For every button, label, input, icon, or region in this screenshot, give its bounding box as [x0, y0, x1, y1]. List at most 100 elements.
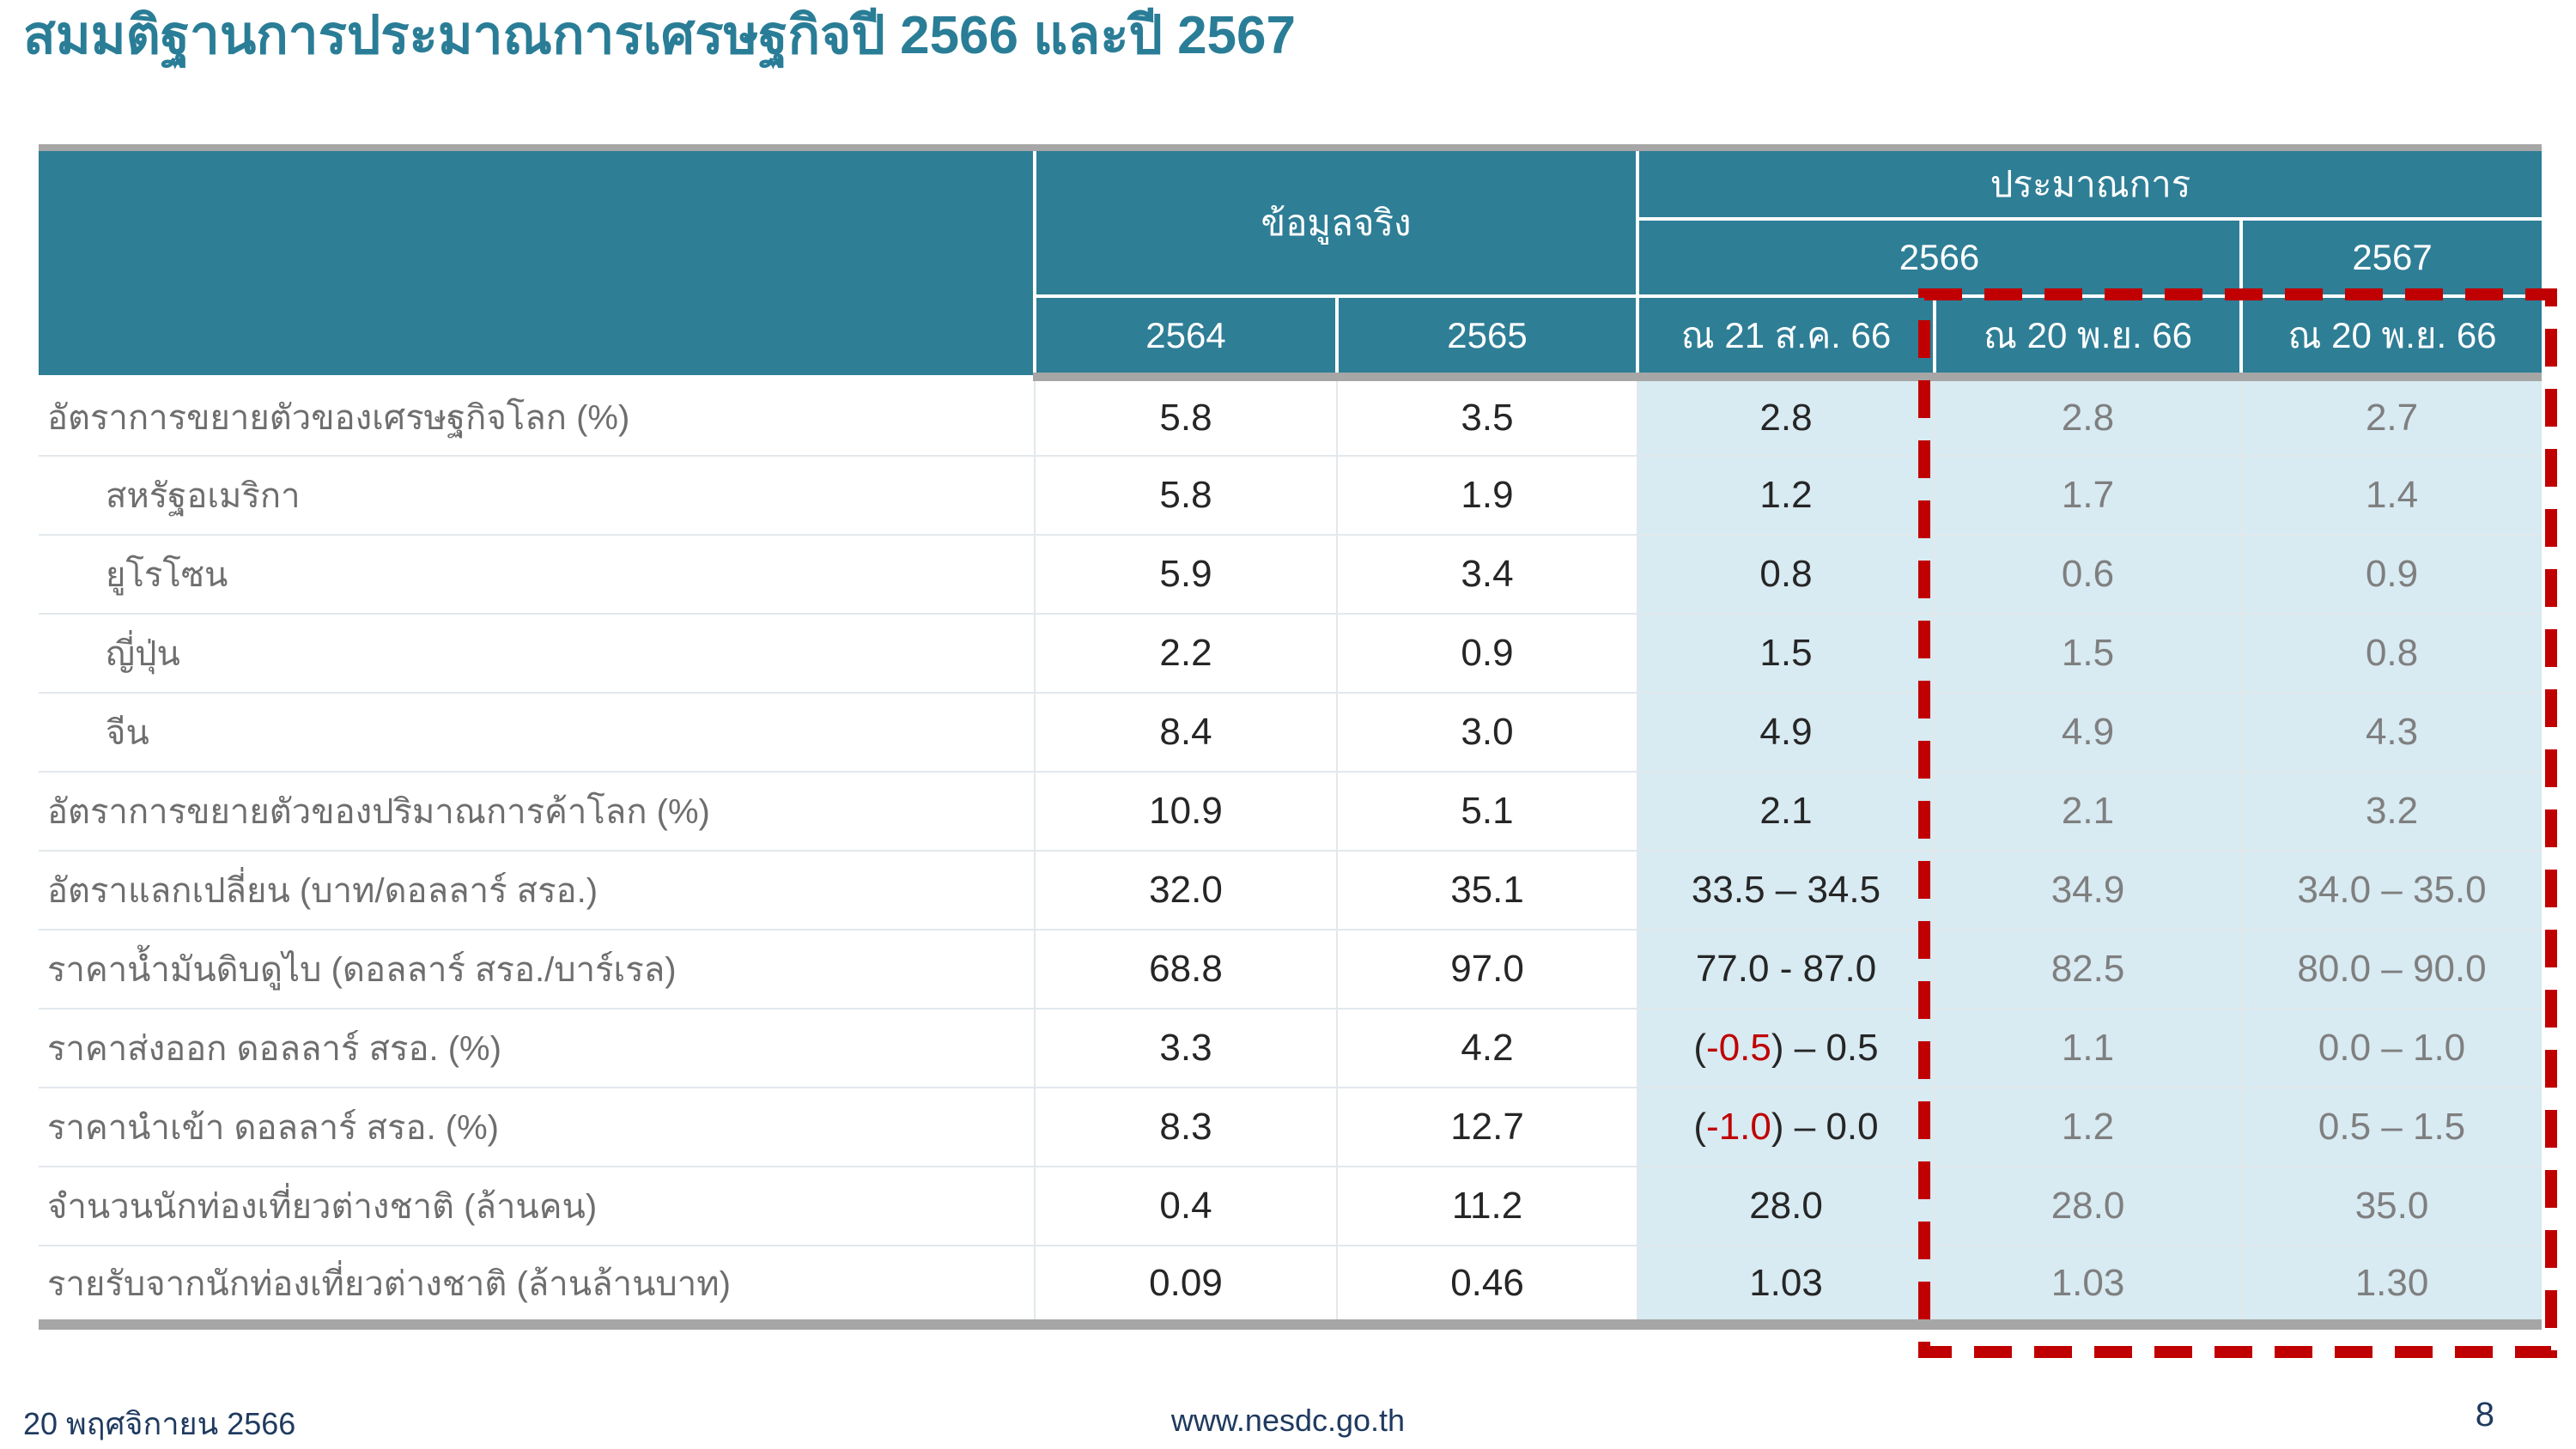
cell-value-with-negative: (-0.5) – 0.5: [1637, 1008, 1936, 1088]
row-label: ราคาน้ำมันดิบดูไบ (ดอลลาร์ สรอ./บาร์เรล): [39, 929, 1036, 1009]
cell-value: 2.8: [1934, 376, 2243, 457]
cell-value: 1.5: [1637, 613, 1936, 694]
cell-value: 28.0: [1637, 1166, 1936, 1246]
cell-value: 12.7: [1335, 1087, 1639, 1167]
row-label: อัตราแลกเปลี่ยน (บาท/ดอลลาร์ สรอ.): [39, 850, 1036, 931]
cell-value: 2.7: [2240, 376, 2543, 457]
cell-value: 3.3: [1034, 1008, 1338, 1088]
cell-value: 3.4: [1335, 534, 1639, 615]
cell-value: 34.9: [1934, 850, 2243, 931]
cell-value: 3.5: [1335, 376, 1639, 457]
cell-value: 5.9: [1034, 534, 1338, 615]
footer-date: 20 พฤศจิกายน 2566: [23, 1406, 296, 1441]
row-label: จีน: [39, 692, 1036, 773]
cell-value: 1.4: [2240, 455, 2543, 536]
table-row: อัตราการขยายตัวของเศรษฐกิจโลก (%) 5.8 3.…: [39, 376, 2543, 457]
cell-value: 10.9: [1034, 771, 1338, 852]
corner-cell: [39, 144, 1036, 379]
table-row: จำนวนนักท่องเที่ยวต่างชาติ (ล้านคน) 0.4 …: [39, 1166, 2543, 1246]
header-col-2565: 2565: [1334, 294, 1640, 381]
cell-value: 0.6: [1934, 534, 2243, 615]
cell-value: 0.09: [1034, 1245, 1338, 1330]
cell-value: 1.03: [1934, 1245, 2243, 1330]
table-row: ราคานำเข้า ดอลลาร์ สรอ. (%) 8.3 12.7 (-1…: [39, 1087, 2543, 1167]
header-actual-data: ข้อมูลจริง: [1032, 144, 1640, 298]
range-rest: ) – 0.0: [1771, 1106, 1879, 1148]
paren-open: (: [1693, 1027, 1707, 1069]
cell-value: 2.1: [1934, 771, 2243, 852]
cell-value: 77.0 - 87.0: [1637, 929, 1936, 1009]
cell-value: 1.03: [1637, 1245, 1936, 1330]
cell-value: 34.0 – 35.0: [2240, 850, 2543, 931]
footer-website: www.nesdc.go.th: [1170, 1403, 1406, 1438]
cell-value: 1.2: [1637, 455, 1936, 536]
cell-value: 1.5: [1934, 613, 2243, 694]
negative-value: -0.5: [1706, 1027, 1771, 1069]
cell-value: 0.9: [2240, 534, 2543, 615]
table-row: ญี่ปุ่น 2.2 0.9 1.5 1.5 0.8: [39, 613, 2543, 694]
header-year-2567: 2567: [2239, 217, 2543, 298]
cell-value: 1.1: [1934, 1008, 2243, 1088]
cell-value: 1.7: [1934, 455, 2243, 536]
cell-value: 4.9: [1637, 692, 1936, 773]
cell-value: 5.8: [1034, 455, 1338, 536]
cell-value: 1.30: [2240, 1245, 2543, 1330]
header-forecast: ประมาณการ: [1636, 144, 2543, 221]
cell-value: 97.0: [1335, 929, 1639, 1009]
table-row: รายรับจากนักท่องเที่ยวต่างชาติ (ล้านล้าน…: [39, 1245, 2543, 1330]
cell-value: 11.2: [1335, 1166, 1639, 1246]
row-label: สหรัฐอเมริกา: [39, 455, 1036, 536]
cell-value: 2.1: [1637, 771, 1936, 852]
cell-value: 35.1: [1335, 850, 1639, 931]
table-row: สหรัฐอเมริกา 5.8 1.9 1.2 1.7 1.4: [39, 455, 2543, 536]
header-as-of-aug66: ณ 21 ส.ค. 66: [1636, 294, 1937, 381]
cell-value: 33.5 – 34.5: [1637, 850, 1936, 931]
cell-value: 0.4: [1034, 1166, 1338, 1246]
cell-value: 1.9: [1335, 455, 1639, 536]
page-title: สมมติฐานการประมาณการเศรษฐกิจปี 2566 และป…: [23, 6, 1297, 65]
cell-value: 3.0: [1335, 692, 1639, 773]
row-label: รายรับจากนักท่องเที่ยวต่างชาติ (ล้านล้าน…: [39, 1245, 1036, 1330]
table-row: ราคาส่งออก ดอลลาร์ สรอ. (%) 3.3 4.2 (-0.…: [39, 1008, 2543, 1088]
row-label: ราคานำเข้า ดอลลาร์ สรอ. (%): [39, 1087, 1036, 1167]
cell-value: 35.0: [2240, 1166, 2543, 1246]
footer-page-number: 8: [2475, 1396, 2494, 1434]
row-label: อัตราการขยายตัวของเศรษฐกิจโลก (%): [39, 376, 1036, 457]
header-col-2564: 2564: [1033, 294, 1339, 381]
cell-value: 0.8: [1637, 534, 1936, 615]
cell-value: 32.0: [1034, 850, 1338, 931]
cell-value: 2.2: [1034, 613, 1338, 694]
cell-value: 0.5 – 1.5: [2240, 1087, 2543, 1167]
cell-value: 4.3: [2240, 692, 2543, 773]
cell-value: 8.3: [1034, 1087, 1338, 1167]
cell-value: 68.8: [1034, 929, 1338, 1009]
negative-value: -1.0: [1706, 1106, 1771, 1148]
table-row: ราคาน้ำมันดิบดูไบ (ดอลลาร์ สรอ./บาร์เรล)…: [39, 929, 2543, 1009]
cell-value: 4.2: [1335, 1008, 1639, 1088]
header-as-of-nov66: ณ 20 พ.ย. 66: [1933, 294, 2244, 381]
row-label: จำนวนนักท่องเที่ยวต่างชาติ (ล้านคน): [39, 1166, 1036, 1246]
cell-value: 0.46: [1335, 1245, 1639, 1330]
row-label: ราคาส่งออก ดอลลาร์ สรอ. (%): [39, 1008, 1036, 1088]
table-row: ยูโรโซน 5.9 3.4 0.8 0.6 0.9: [39, 534, 2543, 615]
row-label: อัตราการขยายตัวของปริมาณการค้าโลก (%): [39, 771, 1036, 852]
cell-value: 5.1: [1335, 771, 1639, 852]
table-row: อัตราการขยายตัวของปริมาณการค้าโลก (%) 10…: [39, 771, 2543, 852]
table-row: จีน 8.4 3.0 4.9 4.9 4.3: [39, 692, 2543, 773]
cell-value-with-negative: (-1.0) – 0.0: [1637, 1087, 1936, 1167]
range-rest: ) – 0.5: [1771, 1027, 1879, 1069]
row-label: ญี่ปุ่น: [39, 613, 1036, 694]
cell-value: 1.2: [1934, 1087, 2243, 1167]
cell-value: 5.8: [1034, 376, 1338, 457]
paren-open: (: [1693, 1106, 1707, 1148]
assumptions-table: ข้อมูลจริง ประมาณการ 2566 2567 2564 2565…: [39, 144, 2543, 1330]
cell-value: 0.0 – 1.0: [2240, 1008, 2543, 1088]
cell-value: 4.9: [1934, 692, 2243, 773]
cell-value: 2.8: [1637, 376, 1936, 457]
cell-value: 80.0 – 90.0: [2240, 929, 2543, 1009]
cell-value: 8.4: [1034, 692, 1338, 773]
cell-value: 3.2: [2240, 771, 2543, 852]
cell-value: 28.0: [1934, 1166, 2243, 1246]
cell-value: 0.9: [1335, 613, 1639, 694]
